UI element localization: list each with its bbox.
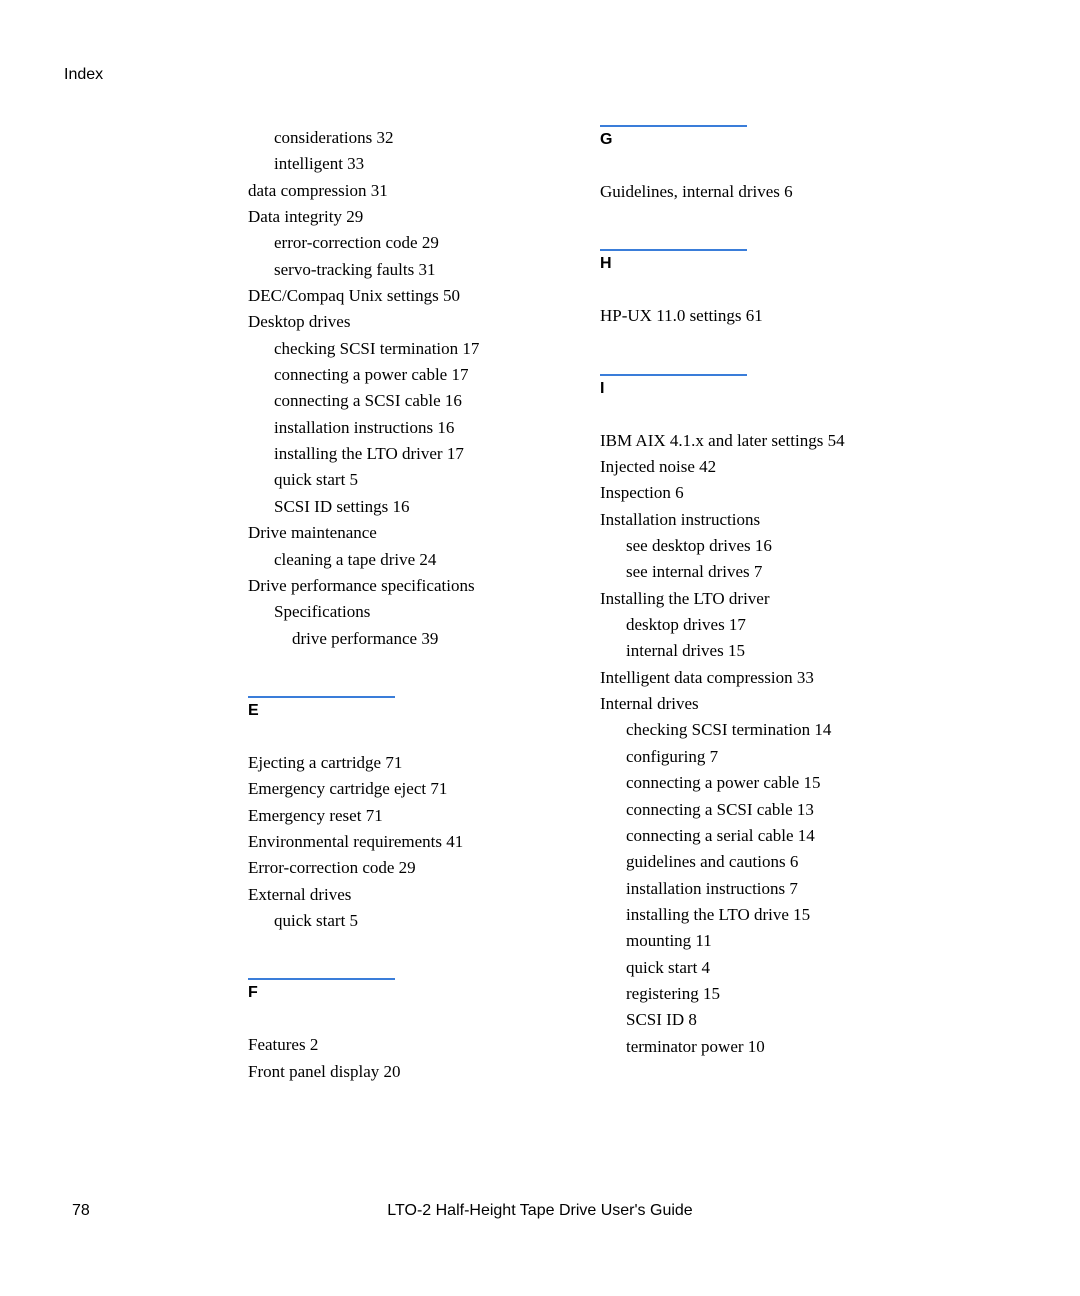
- index-entry: quick start 4: [600, 955, 898, 981]
- entries-h: HP-UX 11.0 settings 61: [600, 303, 898, 329]
- index-entry: Desktop drives: [248, 309, 546, 335]
- index-entry: connecting a power cable 17: [248, 362, 546, 388]
- index-entry: see desktop drives 16: [600, 533, 898, 559]
- index-entry: Drive performance specifications: [248, 573, 546, 599]
- index-entry: SCSI ID settings 16: [248, 494, 546, 520]
- index-entry: mounting 11: [600, 928, 898, 954]
- entries-g: Guidelines, internal drives 6: [600, 179, 898, 205]
- index-entry: Internal drives: [600, 691, 898, 717]
- index-entry: Guidelines, internal drives 6: [600, 179, 898, 205]
- index-entry: Error-correction code 29: [248, 855, 546, 881]
- section-letter-f: F: [248, 984, 546, 1002]
- index-entry: registering 15: [600, 981, 898, 1007]
- index-entry: IBM AIX 4.1.x and later settings 54: [600, 428, 898, 454]
- index-entry: SCSI ID 8: [600, 1007, 898, 1033]
- index-entry: see internal drives 7: [600, 559, 898, 585]
- index-entry: Drive maintenance: [248, 520, 546, 546]
- index-entry: desktop drives 17: [600, 612, 898, 638]
- entries-e: Ejecting a cartridge 71Emergency cartrid…: [248, 750, 546, 934]
- index-entry: cleaning a tape drive 24: [248, 547, 546, 573]
- section-divider: [600, 249, 747, 251]
- index-entry: considerations 32: [248, 125, 546, 151]
- index-entry: intelligent 33: [248, 151, 546, 177]
- index-entry: Intelligent data compression 33: [600, 665, 898, 691]
- index-entry: Injected noise 42: [600, 454, 898, 480]
- index-entry: connecting a SCSI cable 13: [600, 797, 898, 823]
- index-entry: configuring 7: [600, 744, 898, 770]
- index-entry: installation instructions 16: [248, 415, 546, 441]
- section-letter-h: H: [600, 255, 898, 273]
- section-divider: [248, 978, 395, 980]
- index-entry: Installation instructions: [600, 507, 898, 533]
- footer-title: LTO-2 Half-Height Tape Drive User's Guid…: [0, 1202, 1080, 1220]
- index-entry: terminator power 10: [600, 1034, 898, 1060]
- index-entry: Ejecting a cartridge 71: [248, 750, 546, 776]
- index-entry: Environmental requirements 41: [248, 829, 546, 855]
- index-entry: installation instructions 7: [600, 876, 898, 902]
- index-entry: Specifications: [248, 599, 546, 625]
- section-divider: [600, 125, 747, 127]
- index-entry: connecting a power cable 15: [600, 770, 898, 796]
- index-entry: Data integrity 29: [248, 204, 546, 230]
- section-divider: [600, 374, 747, 376]
- index-entry: External drives: [248, 882, 546, 908]
- right-column: G Guidelines, internal drives 6 H HP-UX …: [600, 125, 898, 1085]
- index-entry: quick start 5: [248, 908, 546, 934]
- index-entry: Features 2: [248, 1032, 546, 1058]
- index-entry: Front panel display 20: [248, 1059, 546, 1085]
- entries-i: IBM AIX 4.1.x and later settings 54Injec…: [600, 428, 898, 1060]
- index-entry: internal drives 15: [600, 638, 898, 664]
- index-entry: guidelines and cautions 6: [600, 849, 898, 875]
- left-column: considerations 32intelligent 33data comp…: [248, 125, 546, 1085]
- index-entry: connecting a SCSI cable 16: [248, 388, 546, 414]
- index-entry: installing the LTO driver 17: [248, 441, 546, 467]
- index-entry: HP-UX 11.0 settings 61: [600, 303, 898, 329]
- index-entry: Emergency reset 71: [248, 803, 546, 829]
- index-entry: drive performance 39: [248, 626, 546, 652]
- section-letter-i: I: [600, 380, 898, 398]
- index-entry: quick start 5: [248, 467, 546, 493]
- index-entry: DEC/Compaq Unix settings 50: [248, 283, 546, 309]
- index-entry: Inspection 6: [600, 480, 898, 506]
- index-entry: Emergency cartridge eject 71: [248, 776, 546, 802]
- section-letter-g: G: [600, 131, 898, 149]
- header-label: Index: [64, 66, 103, 83]
- index-entry: Installing the LTO driver: [600, 586, 898, 612]
- index-header: Index: [64, 66, 103, 84]
- index-entry: checking SCSI termination 14: [600, 717, 898, 743]
- index-entry: error-correction code 29: [248, 230, 546, 256]
- entries-top: considerations 32intelligent 33data comp…: [248, 125, 546, 652]
- index-entry: connecting a serial cable 14: [600, 823, 898, 849]
- section-divider: [248, 696, 395, 698]
- index-entry: data compression 31: [248, 178, 546, 204]
- index-entry: servo-tracking faults 31: [248, 257, 546, 283]
- entries-f: Features 2Front panel display 20: [248, 1032, 546, 1085]
- index-content: considerations 32intelligent 33data comp…: [248, 125, 898, 1085]
- section-letter-e: E: [248, 702, 546, 720]
- index-entry: checking SCSI termination 17: [248, 336, 546, 362]
- index-entry: installing the LTO drive 15: [600, 902, 898, 928]
